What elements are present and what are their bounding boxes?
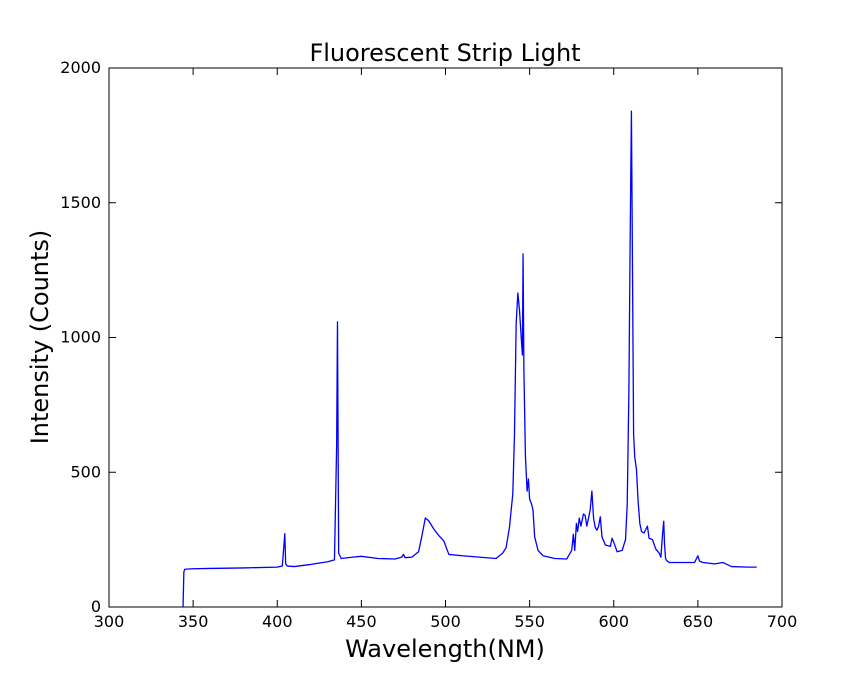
x-tick-label: 600: [598, 612, 629, 631]
y-tick-label: 1000: [60, 328, 101, 347]
x-axis-ticks: 300 350 400 450 500 550 600 650 700: [94, 68, 798, 631]
y-axis-ticks: 0 500 1000 1500 2000: [60, 58, 782, 616]
x-tick-label: 300: [94, 612, 125, 631]
y-tick-label: 0: [91, 597, 101, 616]
y-axis-label: Intensity (Counts): [26, 230, 54, 445]
x-tick-label: 700: [767, 612, 798, 631]
chart-title: Fluorescent Strip Light: [309, 39, 580, 67]
y-tick-label: 500: [70, 462, 101, 481]
y-tick-label: 1500: [60, 193, 101, 212]
plot-area: [182, 110, 757, 608]
x-axis-label: Wavelength(NM): [345, 635, 545, 663]
x-tick-label: 550: [514, 612, 545, 631]
x-tick-label: 450: [346, 612, 377, 631]
y-tick-label: 2000: [60, 58, 101, 77]
x-tick-label: 400: [262, 612, 293, 631]
x-tick-label: 650: [683, 612, 714, 631]
x-tick-label: 350: [178, 612, 209, 631]
series-line-0: [182, 110, 757, 608]
plot-frame: [108, 67, 783, 608]
x-tick-label: 500: [430, 612, 461, 631]
